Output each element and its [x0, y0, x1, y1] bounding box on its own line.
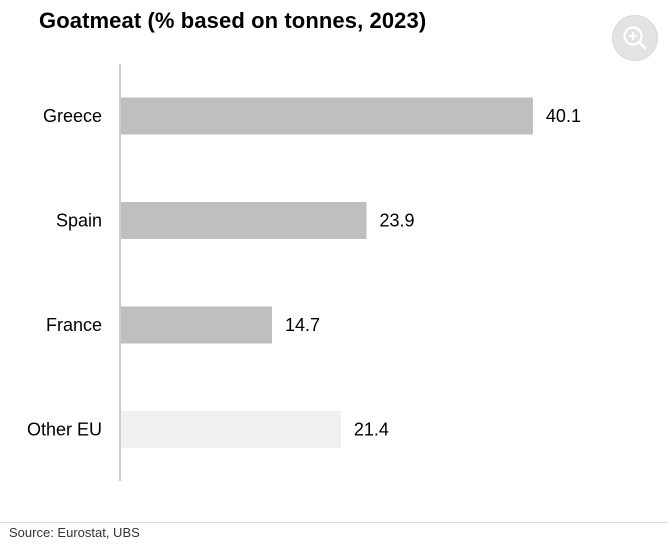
category-label: France	[46, 315, 102, 335]
category-label: Greece	[43, 106, 102, 126]
data-label: 40.1	[546, 106, 581, 126]
chart-title: Goatmeat (% based on tonnes, 2023)	[39, 8, 427, 33]
bar-spain	[121, 202, 367, 239]
data-label: 14.7	[285, 315, 320, 335]
bar-other-eu	[121, 411, 341, 448]
zoom-in-icon	[623, 26, 647, 50]
bar-france	[121, 306, 273, 344]
source-note: Source: Eurostat, UBS	[9, 525, 140, 540]
data-label: 23.9	[380, 211, 415, 231]
category-label: Other EU	[27, 420, 102, 440]
footer-divider	[0, 522, 668, 523]
category-label: Spain	[56, 211, 102, 231]
zoom-button[interactable]	[612, 15, 658, 61]
bar-greece	[121, 97, 533, 135]
data-label: 21.4	[354, 420, 389, 440]
